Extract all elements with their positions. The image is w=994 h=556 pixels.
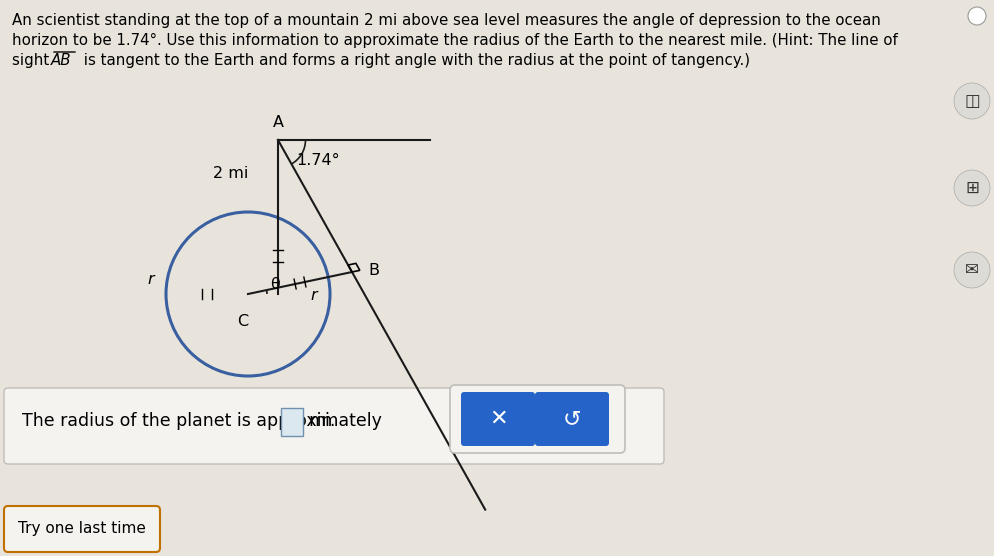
FancyBboxPatch shape: [449, 385, 624, 453]
Circle shape: [953, 83, 989, 119]
FancyBboxPatch shape: [535, 392, 608, 446]
Text: ✕: ✕: [488, 409, 507, 429]
FancyBboxPatch shape: [460, 392, 535, 446]
Text: 2 mi: 2 mi: [213, 166, 248, 181]
Text: sight: sight: [12, 53, 54, 68]
Text: A: A: [272, 115, 283, 130]
Text: r: r: [310, 287, 316, 302]
Circle shape: [953, 252, 989, 288]
Text: θ: θ: [269, 276, 279, 291]
Text: AB: AB: [51, 53, 72, 68]
Circle shape: [953, 170, 989, 206]
FancyBboxPatch shape: [280, 408, 303, 436]
Text: is tangent to the Earth and forms a right angle with the radius at the point of : is tangent to the Earth and forms a righ…: [79, 53, 749, 68]
Text: ⊞: ⊞: [964, 179, 978, 197]
Text: ✉: ✉: [964, 261, 978, 279]
Text: ◫: ◫: [963, 92, 979, 110]
Text: horizon to be 1.74°. Use this information to approximate the radius of the Earth: horizon to be 1.74°. Use this informatio…: [12, 33, 897, 48]
Text: The radius of the planet is approximately: The radius of the planet is approximatel…: [22, 412, 382, 430]
Text: C: C: [238, 314, 248, 329]
Text: B: B: [368, 262, 379, 277]
FancyBboxPatch shape: [4, 506, 160, 552]
Text: 1.74°: 1.74°: [295, 152, 339, 167]
Text: r: r: [147, 271, 154, 286]
Text: An scientist standing at the top of a mountain 2 mi above sea level measures the: An scientist standing at the top of a mo…: [12, 13, 880, 28]
Text: mi.: mi.: [308, 412, 335, 430]
Circle shape: [967, 7, 985, 25]
Text: ↺: ↺: [563, 409, 580, 429]
Text: Try one last time: Try one last time: [18, 522, 146, 537]
FancyBboxPatch shape: [4, 388, 663, 464]
